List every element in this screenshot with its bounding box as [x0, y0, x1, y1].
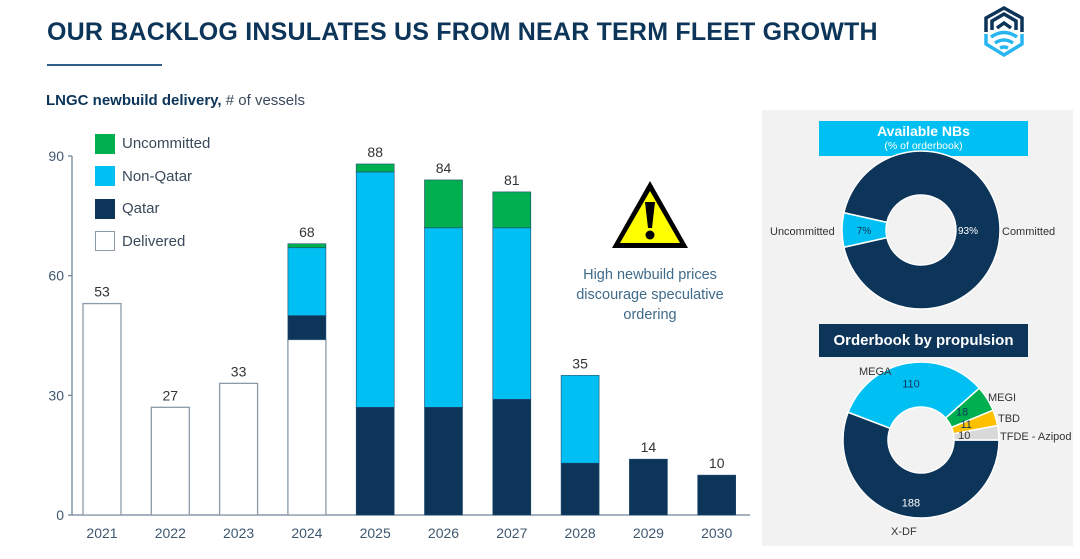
bar-segment-uncommitted [355, 163, 395, 173]
available-nbs-value-label: 7% [857, 226, 872, 237]
legend-label: Delivered [122, 232, 186, 250]
propulsion-value-label: 11 [960, 419, 971, 431]
delivery-bar-chart: 0 30 60 90 53 2021 27 2022 33 2023 68 2024 88 2025 84 2… [48, 144, 750, 541]
right-panel: Available NBs (% of orderbook) 93% 7% Unc… [762, 110, 1073, 546]
chart-subtitle-bold: LNGC newbuild delivery, [46, 92, 222, 109]
x-tick-label: 2029 [633, 525, 664, 541]
chart-legend: Uncommitted Non-Qatar Qatar Delivered [95, 133, 210, 263]
bar-total-label: 14 [641, 439, 657, 455]
bar-segment-qatar [697, 474, 737, 516]
propulsion-value-label: 110 [902, 378, 920, 390]
legend-item-qatar: Qatar [95, 198, 210, 219]
donut-label-mega: MEGA [859, 366, 892, 378]
available-nbs-title: Available NBs [877, 123, 970, 139]
bar-segment-uncommitted [492, 191, 532, 229]
hexagon-wave-logo-icon [984, 6, 1024, 58]
y-tick-label: 30 [48, 387, 64, 403]
bar-segment-delivered [150, 406, 190, 516]
chart-subtitle-unit: # of vessels [221, 92, 305, 109]
bar-total-label: 68 [299, 224, 315, 240]
orderbook-propulsion-header: Orderbook by propulsion [819, 324, 1028, 357]
bar-total-label: 27 [163, 387, 179, 403]
warning-text-line: High newbuild prices [583, 267, 717, 283]
available-nbs-slice-committed [843, 150, 1001, 310]
bar-segment-non-qatar [424, 227, 463, 408]
x-tick-label: 2025 [360, 525, 391, 541]
bar-segment-delivered [218, 382, 259, 516]
legend-item-non-qatar: Non-Qatar [95, 166, 210, 187]
x-tick-label: 2021 [86, 525, 117, 541]
propulsion-slice-mega [847, 361, 981, 430]
x-tick-label: 2024 [291, 525, 322, 541]
y-tick-label: 90 [48, 148, 64, 164]
donut-label-tfde: TFDE - Azipod [1000, 431, 1072, 443]
x-tick-label: 2023 [223, 525, 254, 541]
available-nbs-value-label: 93% [958, 226, 978, 237]
bar-segment-qatar [424, 406, 463, 516]
legend-label: Qatar [122, 200, 160, 217]
bar-segment-uncommitted [287, 243, 327, 249]
donut-label-xdf: X-DF [891, 526, 917, 538]
legend-label: Uncommitted [122, 135, 211, 152]
warning-callout: High newbuild prices discourage speculat… [560, 178, 740, 325]
legend-swatch-uncommitted [95, 133, 115, 154]
bar-total-label: 53 [94, 284, 110, 300]
bar-segment-non-qatar [492, 227, 532, 400]
propulsion-slice-x-df [842, 411, 1000, 519]
bar-total-label: 33 [231, 363, 247, 379]
bar-segment-qatar [492, 399, 532, 516]
donut-label-megi: MEGI [988, 392, 1017, 404]
available-nbs-slice-uncommitted [841, 211, 888, 249]
x-tick-label: 2026 [428, 525, 459, 541]
y-tick-label: 60 [48, 268, 64, 284]
legend-swatch-qatar [95, 198, 115, 219]
propulsion-value-label: 188 [902, 498, 920, 510]
bar-segment-non-qatar [355, 171, 395, 408]
title-underline [47, 64, 162, 66]
donut-label-tbd: TBD [998, 413, 1020, 425]
bar-total-label: 35 [572, 355, 588, 371]
warning-text-line: ordering [623, 307, 677, 323]
bar-segment-delivered [82, 302, 122, 516]
bar-total-label: 88 [367, 144, 383, 160]
x-tick-label: 2030 [701, 525, 732, 541]
donut-label-uncommitted: Uncommitted [770, 226, 835, 238]
propulsion-slice-tfde-azipod [952, 424, 1000, 441]
propulsion-value-label: 18 [956, 407, 968, 419]
bar-segment-qatar [560, 462, 600, 516]
legend-swatch-non-qatar [95, 166, 115, 186]
legend-item-uncommitted: Uncommitted [95, 133, 210, 154]
bar-segment-qatar [287, 315, 327, 340]
available-nbs-subtitle: (% of orderbook) [884, 140, 963, 152]
x-tick-label: 2027 [496, 525, 527, 541]
chart-subtitle: LNGC newbuild delivery, # of vessels [46, 92, 305, 109]
bar-total-label: 10 [709, 455, 725, 471]
propulsion-value-label: 10 [958, 430, 970, 442]
warning-triangle-icon [612, 181, 688, 248]
legend-label: Non-Qatar [122, 167, 193, 185]
x-tick-label: 2022 [155, 525, 186, 541]
warning-text-line: discourage speculative [576, 287, 724, 303]
donut-label-committed: Committed [1002, 226, 1056, 238]
legend-item-delivered: Delivered [95, 231, 210, 252]
bar-segment-delivered [287, 338, 327, 516]
available-nbs-header: Available NBs (% of orderbook) [819, 121, 1028, 156]
bar-total-label: 81 [504, 172, 520, 188]
available-nbs-donut: 93% 7% [841, 150, 1001, 310]
bar-segment-qatar [355, 406, 395, 516]
bar-segment-non-qatar [287, 247, 327, 316]
legend-swatch-delivered [95, 231, 115, 251]
y-tick-label: 0 [56, 507, 64, 523]
x-tick-label: 2028 [565, 525, 596, 541]
warning-text: High newbuild prices discourage speculat… [560, 265, 740, 325]
bar-segment-non-qatar [560, 375, 600, 464]
bar-segment-qatar [629, 458, 668, 516]
page-title: OUR BACKLOG INSULATES US FROM NEAR TERM … [47, 18, 878, 46]
bar-total-label: 84 [436, 160, 452, 176]
bar-segment-uncommitted [424, 179, 463, 229]
